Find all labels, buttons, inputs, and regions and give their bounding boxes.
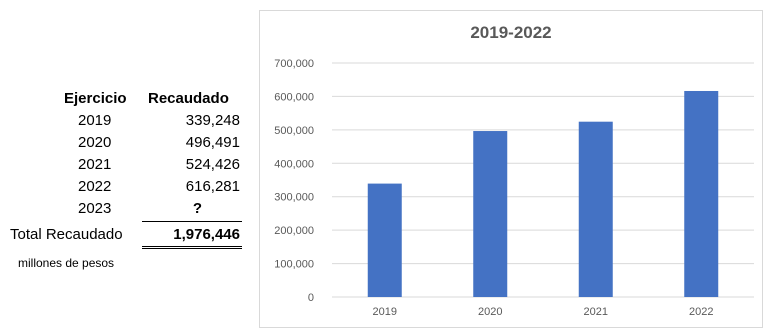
- bar-2020: [473, 131, 508, 297]
- row-value: 616,281: [185, 178, 240, 195]
- y-tick-label: 100,000: [274, 259, 314, 271]
- bar-2022: [684, 90, 719, 297]
- y-tick-label: 400,000: [274, 158, 314, 170]
- chart-panel: 2019-2022 0 100,000 200,000 300,000 400,000 5…: [259, 10, 763, 328]
- table-row: 2023 ?: [0, 200, 250, 220]
- total-value: 1,976,446: [173, 226, 240, 243]
- bar-chart: 0 100,000 200,000 300,000 400,000 500,000 600,…: [274, 58, 754, 318]
- row-year: 2021: [78, 156, 112, 173]
- y-tick-label: 200,000: [274, 225, 314, 237]
- row-value: 496,491: [185, 134, 240, 151]
- total-label: Total Recaudado: [10, 226, 123, 243]
- total-double-rule: [142, 246, 242, 249]
- table-row: 2022 616,281: [0, 178, 250, 198]
- y-tick-label: 600,000: [274, 91, 314, 103]
- row-year: 2022: [78, 178, 112, 195]
- units-note: millones de pesos: [18, 256, 115, 270]
- x-tick-label: 2021: [584, 306, 608, 318]
- x-tick-label: 2020: [478, 306, 502, 318]
- header-ejercicio: Ejercicio: [64, 90, 127, 107]
- bar-2021: [578, 121, 613, 297]
- row-year: 2020: [78, 134, 112, 151]
- table-row: 2019 339,248: [0, 112, 250, 132]
- y-tick-label: 500,000: [274, 125, 314, 137]
- y-tick-label: 700,000: [274, 58, 314, 70]
- row-value: 339,248: [185, 112, 240, 129]
- collection-table: Ejercicio Recaudado 2019 339,248 2020 49…: [0, 0, 250, 336]
- table-row: 2020 496,491: [0, 134, 250, 154]
- table-row: 2021 524,426: [0, 156, 250, 176]
- subtotal-rule: [142, 221, 242, 222]
- row-year: 2019: [78, 112, 112, 129]
- x-tick-label: 2022: [689, 306, 713, 318]
- y-tick-label: 0: [308, 292, 314, 304]
- total-row: Total Recaudado 1,976,446: [0, 226, 250, 246]
- chart-title: 2019-2022: [470, 23, 552, 42]
- row-value: 524,426: [185, 156, 240, 173]
- bar-2019: [367, 183, 402, 297]
- y-tick-label: 300,000: [274, 192, 314, 204]
- header-recaudado: Recaudado: [148, 90, 229, 107]
- x-tick-label: 2019: [373, 306, 397, 318]
- row-year: 2023: [78, 200, 112, 217]
- row-value-unknown: ?: [192, 200, 202, 217]
